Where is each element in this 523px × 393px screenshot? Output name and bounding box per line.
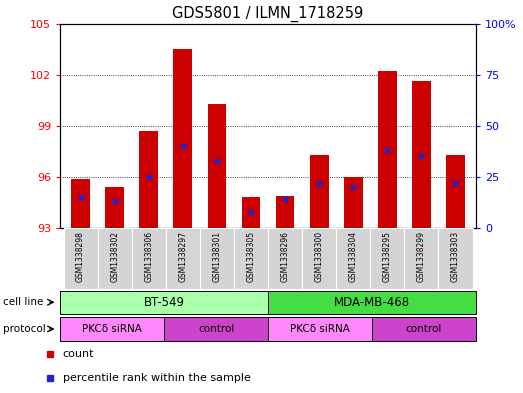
Text: MDA-MB-468: MDA-MB-468 [334, 296, 410, 309]
Bar [268, 291, 476, 314]
Text: BT-549: BT-549 [144, 296, 185, 309]
Text: GSM1338305: GSM1338305 [246, 231, 256, 282]
Bar [344, 177, 362, 228]
Text: count: count [63, 349, 94, 359]
Bar [370, 228, 404, 289]
Bar [268, 228, 302, 289]
Text: GSM1338295: GSM1338295 [383, 231, 392, 282]
Text: GSM1338302: GSM1338302 [110, 231, 119, 282]
Text: GSM1338303: GSM1338303 [451, 231, 460, 282]
Text: protocol: protocol [3, 324, 46, 334]
Bar [378, 71, 396, 228]
Bar [276, 196, 294, 228]
Bar [140, 131, 158, 228]
Bar [64, 228, 98, 289]
Text: cell line: cell line [3, 297, 43, 307]
Bar [200, 228, 234, 289]
Bar [174, 49, 192, 228]
Text: PKCδ siRNA: PKCδ siRNA [290, 324, 350, 334]
Bar [98, 228, 132, 289]
Bar [105, 187, 124, 228]
Bar [372, 318, 476, 341]
Text: GSM1338296: GSM1338296 [280, 231, 290, 282]
Bar [132, 228, 166, 289]
Bar [60, 318, 164, 341]
Bar [208, 104, 226, 228]
Bar [336, 228, 370, 289]
Text: GSM1338300: GSM1338300 [315, 231, 324, 282]
Bar [234, 228, 268, 289]
Bar [302, 228, 336, 289]
Bar [404, 228, 438, 289]
Text: control: control [406, 324, 442, 334]
Text: GSM1338306: GSM1338306 [144, 231, 153, 282]
Title: GDS5801 / ILMN_1718259: GDS5801 / ILMN_1718259 [173, 6, 363, 22]
Text: PKCδ siRNA: PKCδ siRNA [82, 324, 142, 334]
Bar [71, 178, 90, 228]
Bar [438, 228, 472, 289]
Text: GSM1338298: GSM1338298 [76, 231, 85, 282]
Text: GSM1338299: GSM1338299 [417, 231, 426, 282]
Text: GSM1338301: GSM1338301 [212, 231, 221, 282]
Bar [164, 318, 268, 341]
Bar [412, 81, 431, 228]
Bar [446, 155, 465, 228]
Bar [268, 318, 372, 341]
Text: percentile rank within the sample: percentile rank within the sample [63, 373, 251, 383]
Bar [242, 197, 260, 228]
Bar [310, 155, 328, 228]
Text: control: control [198, 324, 234, 334]
Bar [166, 228, 200, 289]
Text: GSM1338304: GSM1338304 [349, 231, 358, 282]
Bar [60, 291, 268, 314]
Text: GSM1338297: GSM1338297 [178, 231, 187, 282]
